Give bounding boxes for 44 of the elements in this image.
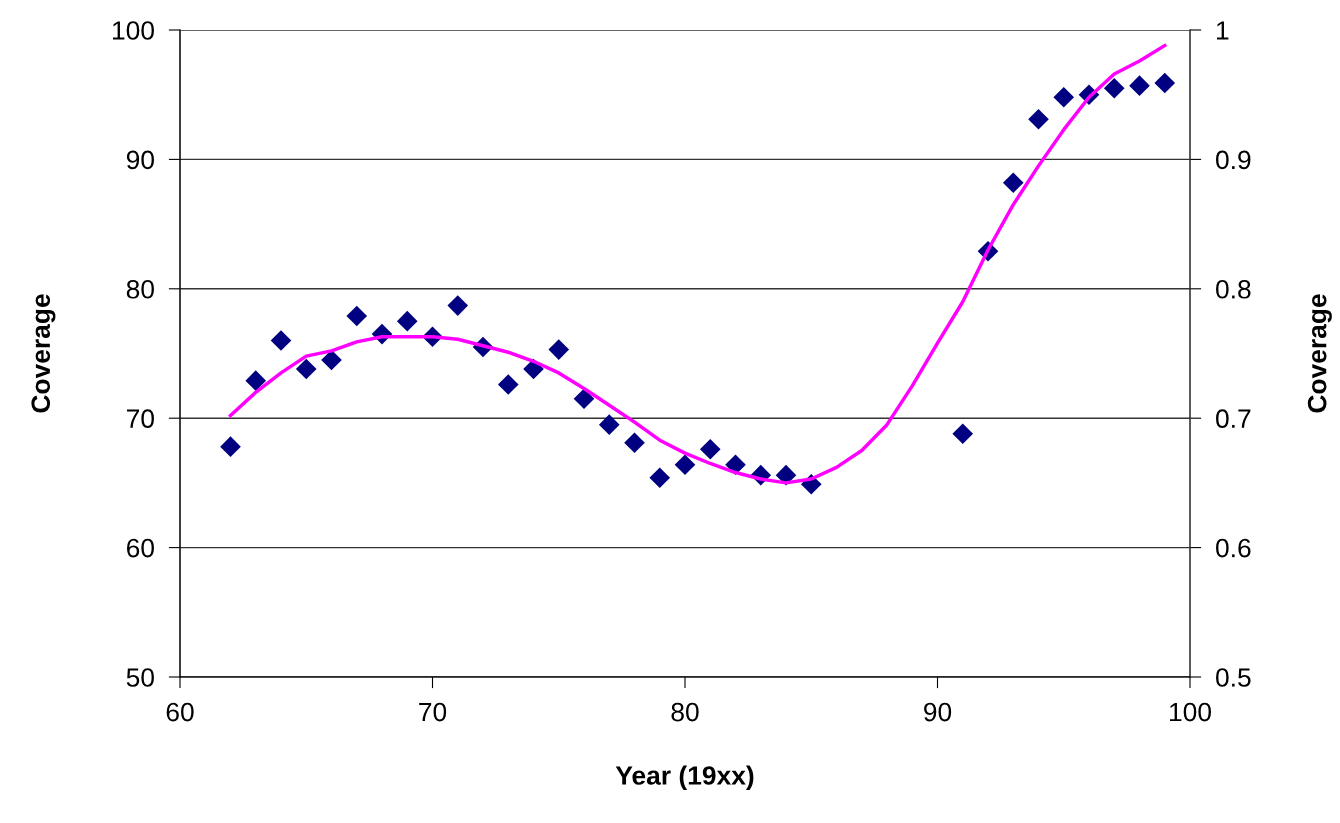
y2-tick-label: 0.9 (1216, 150, 1251, 170)
point (598, 414, 620, 435)
x-tick-label: 80 (671, 702, 699, 722)
x-tick-label: 100 (1170, 702, 1211, 722)
point (396, 310, 418, 332)
point (346, 305, 368, 327)
y-tick-label: 100 (112, 21, 154, 40)
y2-tick-label: 0.7 (1216, 409, 1251, 429)
point (1129, 75, 1150, 96)
y-tick-label: 50 (126, 668, 154, 687)
point (1103, 77, 1125, 99)
point (952, 423, 974, 445)
point (1002, 172, 1024, 193)
point (674, 454, 696, 476)
point (699, 438, 721, 460)
point (624, 432, 645, 454)
x-tick-label: 60 (166, 702, 194, 722)
point (1154, 72, 1176, 94)
y-tick-label: 80 (126, 279, 154, 299)
y-tick-label: 60 (126, 538, 154, 558)
point (447, 295, 469, 316)
y2-axis-title: Coverage (1307, 294, 1332, 413)
point (220, 436, 241, 457)
x-tick-label: 70 (419, 702, 447, 722)
point (548, 339, 570, 360)
point (497, 374, 519, 395)
point (270, 330, 292, 351)
point (321, 349, 342, 371)
point (573, 388, 595, 410)
point (725, 454, 746, 476)
y2-tick-label: 1 (1217, 21, 1229, 40)
y-axis-title: Coverage (31, 294, 56, 413)
y2-tick-label: 0.5 (1216, 668, 1251, 687)
point (245, 370, 267, 391)
y2-tick-label: 0.6 (1216, 538, 1251, 558)
point (649, 467, 671, 489)
point (1053, 86, 1075, 108)
point (295, 358, 317, 380)
x-axis-title: Year (19xx) (615, 765, 754, 791)
y-tick-label: 90 (126, 150, 154, 170)
y-tick-label: 70 (127, 409, 154, 429)
point (1028, 108, 1049, 130)
x-tick-label: 90 (924, 702, 952, 722)
y2-tick-label: 0.8 (1216, 279, 1251, 299)
